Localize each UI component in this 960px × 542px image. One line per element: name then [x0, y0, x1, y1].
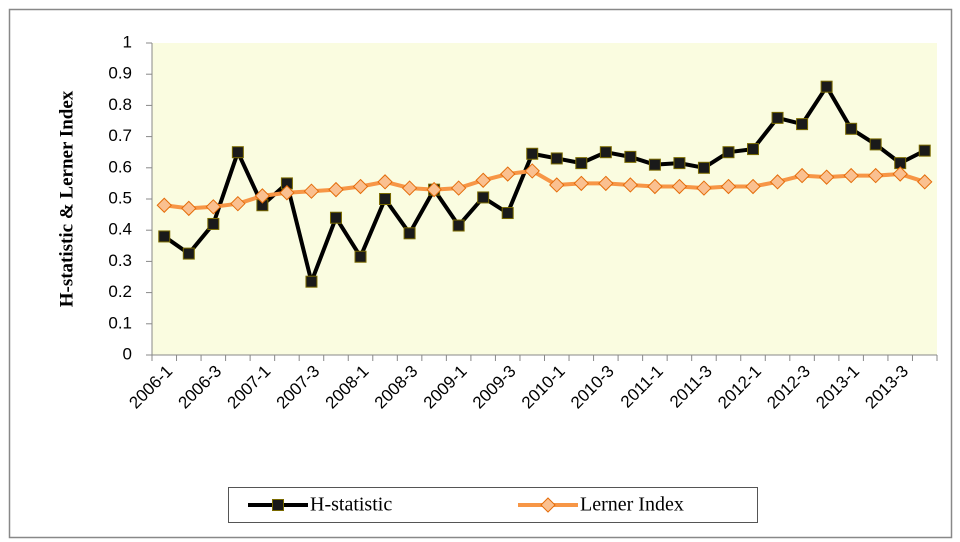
data-point	[622, 177, 639, 193]
y-tick-label: 0.6	[108, 157, 132, 176]
plot-area	[152, 43, 937, 355]
data-point	[769, 174, 786, 190]
data-point	[575, 157, 588, 170]
y-tick-label: 1	[123, 32, 132, 51]
y-tick-label: 0.3	[108, 251, 132, 270]
data-point	[892, 166, 908, 182]
data-point	[254, 188, 271, 204]
data-point	[499, 166, 516, 182]
data-point	[722, 146, 735, 159]
y-tick-label: 0.1	[108, 313, 132, 332]
data-point	[452, 219, 465, 232]
data-point	[820, 80, 833, 93]
data-point	[403, 227, 416, 240]
data-point	[182, 247, 195, 260]
data-point	[231, 146, 244, 159]
data-point	[598, 175, 614, 192]
data-point	[867, 167, 884, 184]
y-tick-label: 0.8	[108, 95, 132, 114]
data-point	[329, 211, 342, 224]
data-point	[549, 177, 565, 193]
data-point	[550, 152, 563, 165]
data-point	[869, 138, 882, 151]
data-point	[303, 183, 320, 199]
data-point	[647, 178, 663, 195]
data-point	[426, 181, 442, 198]
data-point	[747, 143, 760, 156]
data-point	[377, 174, 393, 190]
data-point	[818, 169, 835, 185]
data-point	[648, 158, 661, 171]
data-point	[156, 197, 172, 213]
data-point	[671, 178, 688, 195]
data-point	[745, 178, 761, 195]
data-point	[305, 275, 318, 288]
data-point	[599, 146, 612, 159]
y-tick-label: 0.9	[108, 64, 132, 83]
data-point	[207, 217, 220, 230]
data-point	[181, 200, 197, 217]
data-point	[328, 181, 344, 198]
data-point	[475, 172, 491, 188]
data-point	[524, 163, 540, 179]
data-point	[918, 144, 931, 157]
data-point	[526, 147, 539, 160]
legend-marker	[272, 499, 284, 511]
y-tick-label: 0.5	[108, 188, 132, 207]
y-tick-label: 0	[123, 344, 132, 363]
legend-label: H-statistic	[310, 494, 392, 516]
data-point	[205, 199, 222, 215]
data-point	[796, 118, 809, 131]
data-point	[843, 167, 859, 184]
data-point	[379, 193, 392, 205]
legend-marker	[540, 497, 556, 513]
y-tick-label: 0.2	[108, 282, 132, 301]
data-point	[697, 161, 710, 174]
data-point	[401, 180, 418, 196]
data-point	[696, 180, 712, 196]
y-axis-title: H-statistic & Lerner Index	[56, 90, 77, 307]
data-point	[501, 207, 514, 220]
legend-label: Lerner Index	[580, 494, 684, 516]
legend-box	[228, 487, 758, 523]
y-tick-label: 0.4	[108, 220, 132, 239]
data-point	[477, 191, 490, 204]
y-tick-label: 0.7	[108, 126, 132, 145]
data-point	[352, 178, 369, 195]
data-point	[230, 195, 246, 212]
data-point	[279, 185, 295, 201]
data-point	[158, 230, 171, 243]
data-point	[771, 111, 784, 124]
data-point	[354, 250, 367, 263]
data-point	[573, 175, 590, 192]
data-point	[845, 122, 858, 135]
data-point	[917, 174, 933, 190]
data-point	[720, 178, 737, 195]
data-point	[794, 167, 810, 184]
data-point	[673, 157, 686, 170]
data-point	[624, 150, 637, 163]
data-point	[450, 180, 467, 196]
